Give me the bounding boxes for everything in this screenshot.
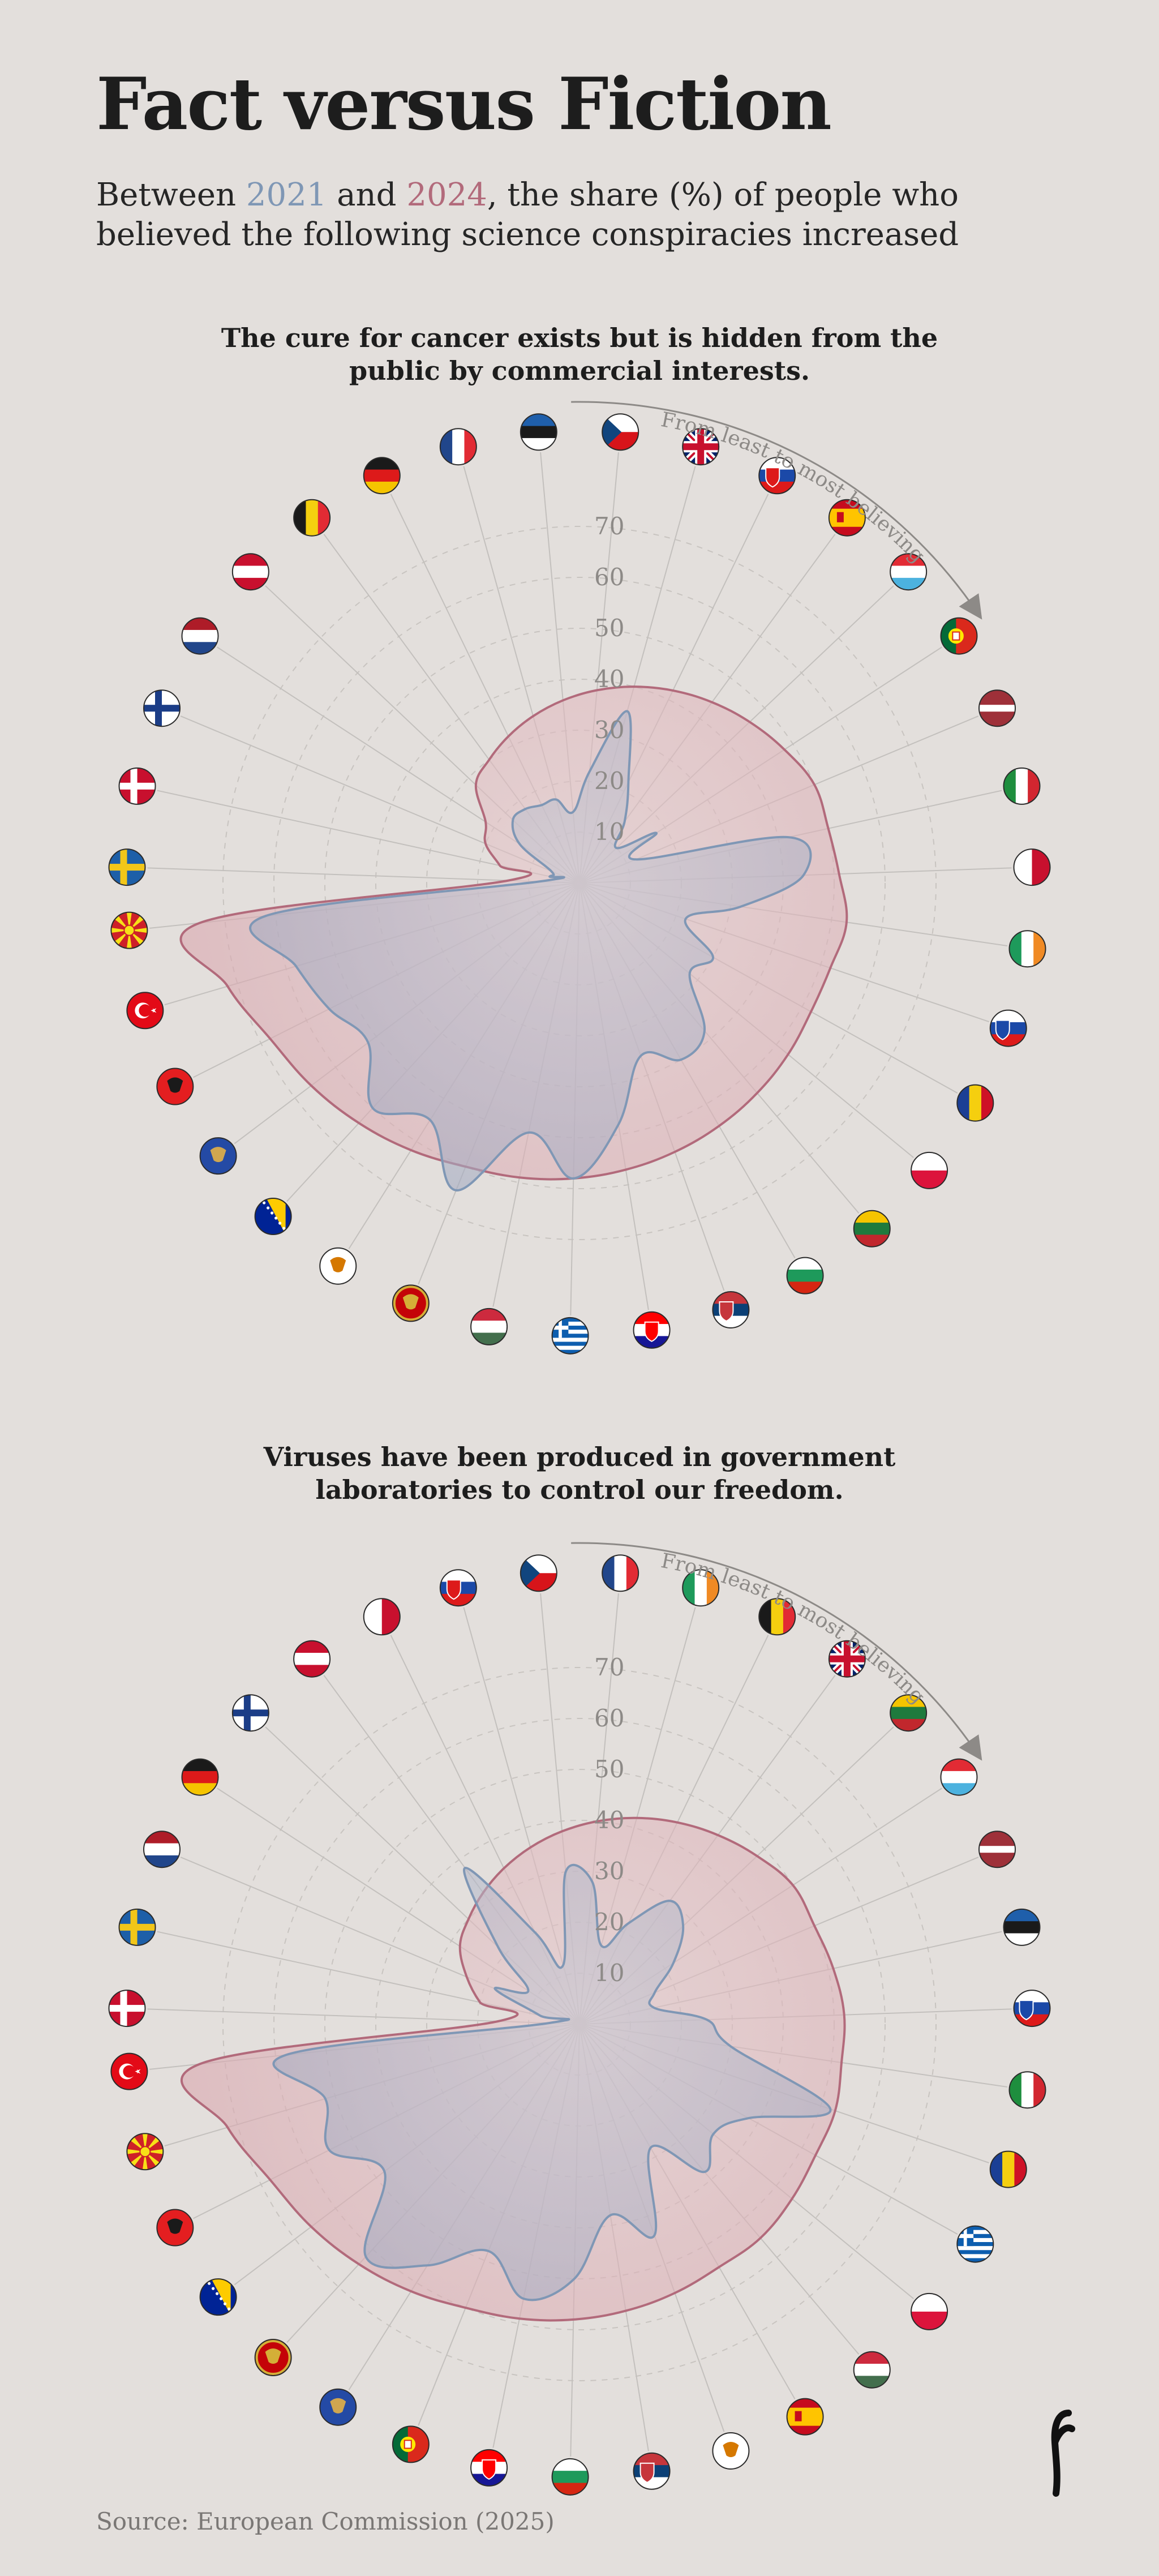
flag-albania-icon (157, 2209, 194, 2246)
grid-ring-60 (273, 577, 886, 1189)
flag-t-rkiye-icon (127, 992, 164, 1029)
grid-ring-70 (222, 526, 937, 1240)
tick-label-60: 60 (594, 1704, 624, 1732)
flag-greece-icon (552, 1317, 589, 1354)
flag-portugal-icon (941, 618, 977, 654)
flag-luxembourg-icon (941, 1759, 977, 1795)
flag-spain-icon (829, 499, 865, 536)
flag-greece-icon (957, 2226, 994, 2262)
flag-slovakia-icon (759, 457, 796, 494)
series-2021-area (249, 710, 812, 1191)
flag-t-rkiye-icon (111, 2053, 148, 2090)
tick-label-70: 70 (594, 1653, 624, 1681)
tick-label-60: 60 (594, 563, 624, 591)
flag-latvia-icon (978, 690, 1015, 727)
chart-2-title: Viruses have been produced in government… (263, 1442, 896, 1505)
flag-north-macedonia-icon (127, 2133, 164, 2170)
flag-sweden-icon (119, 1909, 156, 1945)
flag-united-kingdom-icon (829, 1640, 865, 1677)
tick-label-30: 30 (594, 1857, 624, 1885)
tick-label-70: 70 (594, 512, 624, 540)
direction-arrow (571, 1542, 982, 1761)
flag-montenegro-icon (255, 2339, 291, 2376)
flag-france-icon (440, 428, 477, 465)
flag-latvia-icon (978, 1831, 1015, 1868)
publisher-logo-icon (1051, 2410, 1075, 2497)
flag-kosovo-icon (320, 2389, 357, 2425)
subtitle-text-3: , the share (%) of people who believed t… (96, 177, 959, 253)
chart-1-title: The cure for cancer exists but is hidden… (221, 323, 938, 386)
flag-finland-icon (144, 690, 181, 727)
flag-sweden-icon (109, 849, 145, 886)
flag-slovenia-icon (1014, 1990, 1050, 2027)
flag-slovakia-icon (440, 1570, 477, 1606)
series-2021-area (272, 1863, 832, 2301)
flag-germany-icon (182, 1759, 218, 1795)
subtitle-year-2024: 2024 (406, 177, 487, 213)
flag-north-macedonia-icon (111, 912, 148, 949)
flag-kosovo-icon (200, 1138, 237, 1175)
flag-bosnia-and-herzegovina-icon (200, 2279, 237, 2316)
tick-label-50: 50 (594, 1755, 624, 1783)
flag-albania-icon (157, 1068, 194, 1105)
flag-czechia-icon (520, 1555, 557, 1592)
flag-spain-icon (787, 2398, 823, 2435)
tick-label-50: 50 (594, 614, 624, 642)
subtitle-year-2021: 2021 (246, 177, 327, 213)
radar-chart-cancer-cure: 10 20 30 40 50 60 70 From least to most believi… (108, 401, 1051, 1355)
subtitle-text-1: Between (96, 177, 246, 213)
page-subtitle: Between 2021 and 2024, the share (%) of … (96, 175, 1092, 255)
tick-label-30: 30 (594, 716, 624, 744)
flag-denmark-icon (119, 768, 156, 804)
radar-chart-government-viruses: 10 20 30 40 50 60 70 From least to most believi… (108, 1542, 1051, 2496)
tick-label-20: 20 (594, 767, 624, 795)
tick-label-40: 40 (594, 665, 624, 693)
flag-denmark-icon (109, 1990, 145, 2027)
direction-arrow (571, 401, 982, 620)
subtitle-text-2: and (327, 177, 407, 213)
source-note: Source: European Commission (2025) (96, 2508, 555, 2535)
tick-label-10: 10 (594, 1959, 624, 1987)
grid-ring-60 (273, 1718, 886, 2330)
grid-ring-70 (222, 1667, 937, 2381)
flag-bosnia-and-herzegovina-icon (255, 1198, 291, 1235)
flag-united-kingdom-icon (682, 428, 719, 465)
direction-arrow-label: From least to most believing (659, 408, 929, 567)
tick-label-20: 20 (594, 1908, 624, 1936)
flag-montenegro-icon (392, 1285, 429, 1322)
direction-arrow-label: From least to most believing (659, 1549, 929, 1708)
country-flags (108, 1554, 1051, 2496)
flag-finland-icon (232, 1695, 269, 1731)
flag-cyprus-icon (320, 1248, 357, 1284)
tick-label-10: 10 (594, 818, 624, 846)
flag-croatia-icon (633, 1311, 670, 1348)
tick-label-40: 40 (594, 1806, 624, 1834)
page-title: Fact versus Fiction (96, 62, 832, 146)
flag-cyprus-icon (712, 2432, 749, 2469)
